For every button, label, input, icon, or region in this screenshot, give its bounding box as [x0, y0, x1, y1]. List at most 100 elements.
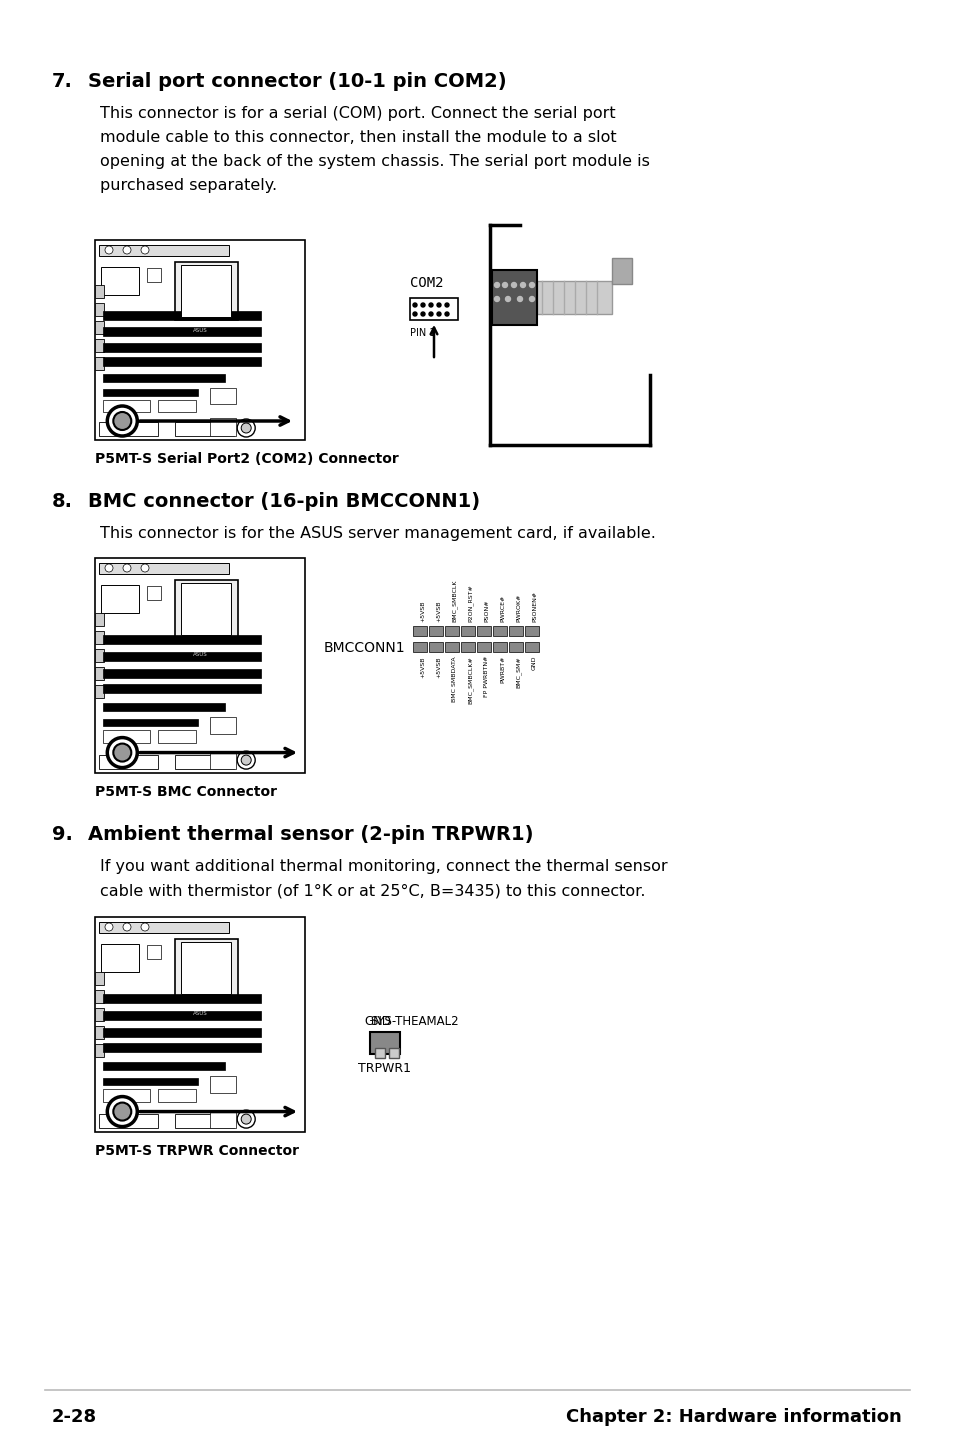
Text: This connector is for the ASUS server management card, if available.: This connector is for the ASUS server ma… — [100, 526, 656, 541]
Bar — [537, 280, 612, 313]
Text: 7.: 7. — [52, 72, 72, 91]
Bar — [95, 321, 104, 334]
Circle shape — [517, 296, 522, 302]
Bar — [95, 285, 104, 298]
Bar — [103, 344, 260, 352]
Text: +5VSB: +5VSB — [436, 601, 440, 623]
Bar — [103, 1044, 260, 1053]
Circle shape — [113, 743, 132, 762]
Bar — [103, 400, 150, 413]
Text: PWROK#: PWROK# — [516, 594, 520, 623]
Text: ASUS: ASUS — [193, 328, 207, 332]
Circle shape — [105, 246, 112, 255]
Circle shape — [429, 312, 433, 316]
Bar — [95, 917, 305, 1132]
Bar — [211, 418, 235, 436]
Text: ASUS: ASUS — [193, 1011, 207, 1017]
Circle shape — [520, 282, 525, 288]
Bar — [95, 972, 104, 985]
Bar — [95, 339, 104, 352]
Bar — [413, 626, 427, 636]
Text: BMC_SMBCLK: BMC_SMBCLK — [452, 580, 457, 623]
Bar — [211, 718, 235, 735]
Bar — [493, 641, 506, 651]
Text: COM2: COM2 — [410, 276, 443, 290]
Text: module cable to this connector, then install the module to a slot: module cable to this connector, then ins… — [100, 129, 616, 145]
Bar — [148, 267, 161, 282]
Bar — [174, 421, 233, 436]
Bar — [99, 564, 229, 574]
Text: SYS-THEAMAL2: SYS-THEAMAL2 — [371, 1015, 458, 1028]
Text: FP PWRBTN#: FP PWRBTN# — [483, 656, 489, 697]
Text: Ambient thermal sensor (2-pin TRPWR1): Ambient thermal sensor (2-pin TRPWR1) — [88, 825, 533, 844]
Circle shape — [107, 406, 137, 436]
Bar — [95, 357, 104, 370]
Bar — [95, 667, 104, 680]
Bar — [99, 244, 229, 256]
Bar — [429, 641, 442, 651]
Bar — [211, 751, 235, 769]
Bar — [158, 400, 195, 413]
Circle shape — [444, 312, 449, 316]
Text: 9.: 9. — [52, 825, 72, 844]
Text: cable with thermistor (of 1°K or at 25°C, B=3435) to this connector.: cable with thermistor (of 1°K or at 25°C… — [100, 883, 645, 897]
Bar — [509, 626, 522, 636]
Text: GND: GND — [532, 656, 537, 670]
Text: +5VSB: +5VSB — [419, 601, 424, 623]
Bar — [460, 641, 475, 651]
Bar — [103, 1028, 260, 1037]
Text: If you want additional thermal monitoring, connect the thermal sensor: If you want additional thermal monitorin… — [100, 858, 667, 874]
Text: PWRBT#: PWRBT# — [499, 656, 504, 683]
Circle shape — [502, 282, 507, 288]
Bar — [389, 1048, 398, 1058]
Circle shape — [413, 312, 416, 316]
Text: GND: GND — [364, 1015, 391, 1028]
Bar — [148, 587, 161, 600]
Bar — [99, 421, 157, 436]
Text: 8.: 8. — [52, 492, 73, 510]
Bar — [95, 649, 104, 661]
Bar — [181, 942, 232, 994]
Circle shape — [237, 418, 255, 437]
Circle shape — [429, 303, 433, 306]
Circle shape — [436, 303, 440, 306]
Bar — [375, 1048, 385, 1058]
Bar — [181, 582, 232, 636]
Bar — [174, 939, 237, 997]
Text: BMC_SM#: BMC_SM# — [516, 656, 521, 687]
Bar — [158, 1089, 195, 1102]
Circle shape — [123, 246, 131, 255]
Circle shape — [444, 303, 449, 306]
Text: purchased separately.: purchased separately. — [100, 178, 276, 193]
Bar — [103, 357, 260, 367]
Bar — [211, 388, 235, 404]
Bar — [95, 240, 305, 440]
Bar — [99, 1114, 157, 1127]
Text: PSON#: PSON# — [483, 600, 489, 623]
Circle shape — [237, 1110, 255, 1127]
Text: PIN 1: PIN 1 — [410, 328, 435, 338]
Bar — [95, 558, 305, 774]
Text: BMC_SMBCLK#: BMC_SMBCLK# — [468, 656, 474, 703]
Bar — [103, 1077, 197, 1084]
Bar — [181, 265, 232, 316]
Bar — [103, 636, 260, 644]
Circle shape — [105, 564, 112, 572]
Bar — [101, 943, 138, 972]
Bar — [103, 994, 260, 1002]
Bar — [103, 1061, 225, 1070]
Circle shape — [141, 246, 149, 255]
Bar — [103, 719, 197, 726]
Text: Chapter 2: Hardware information: Chapter 2: Hardware information — [566, 1408, 901, 1426]
Text: TRPWR1: TRPWR1 — [358, 1063, 411, 1076]
Circle shape — [107, 738, 137, 768]
Bar — [103, 390, 197, 395]
Bar — [95, 684, 104, 697]
Bar — [95, 631, 104, 644]
Bar — [524, 626, 538, 636]
Bar — [211, 1110, 235, 1127]
Text: opening at the back of the system chassis. The serial port module is: opening at the back of the system chassi… — [100, 154, 649, 170]
Bar — [101, 267, 138, 295]
Text: BMC connector (16-pin BMCCONN1): BMC connector (16-pin BMCCONN1) — [88, 492, 479, 510]
Bar — [101, 585, 138, 613]
